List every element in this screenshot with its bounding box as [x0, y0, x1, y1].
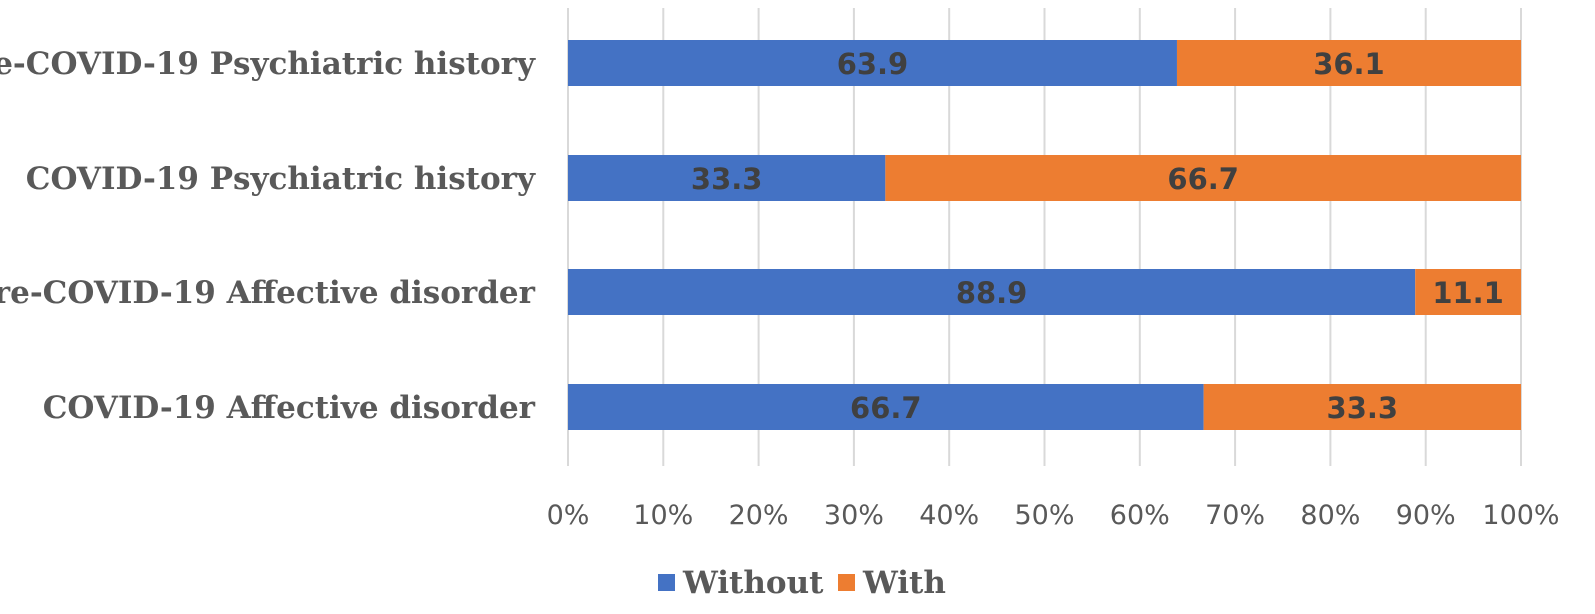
- bar-with: [1176, 40, 1521, 86]
- category-label: Pre-COVID-19 Affective disorder: [0, 275, 536, 311]
- x-tick-label: 60%: [1110, 500, 1170, 531]
- x-tick-label: 30%: [824, 500, 884, 531]
- category-label: COVID-19 Psychiatric history: [26, 161, 536, 197]
- x-tick-label: 50%: [1014, 500, 1074, 531]
- data-label: 63.9: [837, 47, 909, 81]
- data-label: 66.7: [1167, 162, 1239, 196]
- category-label: COVID-19 Affective disorder: [43, 390, 536, 426]
- bar-with: [885, 155, 1521, 201]
- bar-with: [1415, 269, 1521, 315]
- bar-without: [568, 269, 1416, 315]
- labels: 0% 10% 20% 30% 40% 50% 60% 70% 80% 90% 100% 63.9 36.…: [0, 46, 1560, 531]
- bars: [568, 40, 1521, 430]
- data-label: 88.9: [956, 276, 1028, 310]
- legend-label-with: With: [862, 565, 946, 601]
- x-tick-label: 80%: [1300, 500, 1360, 531]
- x-tick-label: 20%: [729, 500, 789, 531]
- data-label: 66.7: [850, 391, 922, 425]
- x-tick-label: 0%: [547, 500, 590, 531]
- x-tick-label: 90%: [1396, 500, 1456, 531]
- x-tick-label: 10%: [633, 500, 693, 531]
- data-label: 11.1: [1432, 276, 1504, 310]
- category-label: Pre-COVID-19 Psychiatric history: [0, 46, 536, 82]
- legend-label-without: Without: [682, 565, 824, 601]
- x-tick-label: 100%: [1482, 500, 1559, 531]
- legend: Without With: [658, 565, 946, 601]
- bar-with: [1203, 384, 1521, 430]
- data-label: 33.3: [1327, 391, 1399, 425]
- legend-swatch-with: [838, 574, 855, 591]
- data-label: 36.1: [1313, 47, 1385, 81]
- data-label: 33.3: [691, 162, 763, 196]
- bar-without: [568, 384, 1204, 430]
- legend-swatch-without: [658, 574, 675, 591]
- x-tick-label: 70%: [1205, 500, 1265, 531]
- bar-without: [568, 40, 1177, 86]
- x-tick-label: 40%: [919, 500, 979, 531]
- bar-without: [568, 155, 886, 201]
